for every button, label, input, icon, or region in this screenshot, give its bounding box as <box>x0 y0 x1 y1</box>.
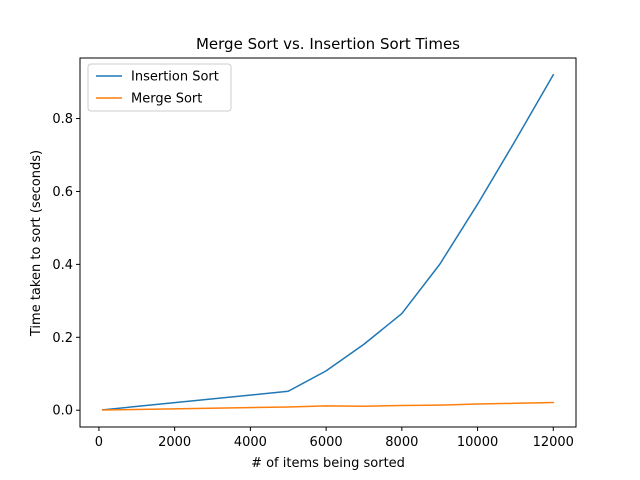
series-line-merge-sort <box>101 401 555 411</box>
x-axis-ticks: 0 2000 4000 6000 8000 10000 12000 <box>95 427 574 450</box>
legend-label: Insertion Sort <box>131 70 219 85</box>
x-axis-label: # of items being sorted <box>251 456 405 471</box>
y-tick-label: 0.6 <box>52 185 73 200</box>
y-axis-label: Time taken to sort (seconds) <box>29 150 44 337</box>
legend-box <box>87 63 232 112</box>
axes-frame <box>79 57 577 428</box>
y-tick-label: 0.8 <box>52 112 73 127</box>
legend: Insertion Sort Merge Sort <box>87 63 232 112</box>
x-tick-label: 10000 <box>457 435 498 450</box>
y-axis-ticks: 0.0 0.2 0.4 0.6 0.8 <box>52 112 80 419</box>
x-tick-label: 0 <box>95 435 103 450</box>
y-tick-label: 0.0 <box>52 404 73 419</box>
series-layer <box>101 73 555 411</box>
series-line-insertion-sort <box>101 73 555 411</box>
y-tick-label: 0.2 <box>52 331 73 346</box>
x-tick-label: 6000 <box>310 435 343 450</box>
x-tick-label: 2000 <box>158 435 191 450</box>
x-tick-label: 8000 <box>385 435 418 450</box>
chart-title: Merge Sort vs. Insertion Sort Times <box>196 35 460 53</box>
x-tick-label: 12000 <box>533 435 574 450</box>
x-tick-label: 4000 <box>234 435 267 450</box>
legend-label: Merge Sort <box>131 92 202 107</box>
y-tick-label: 0.4 <box>52 258 73 273</box>
plot-area: 0 2000 4000 6000 8000 10000 12000 0.0 0.2 0.4 0.6… <box>52 57 577 450</box>
